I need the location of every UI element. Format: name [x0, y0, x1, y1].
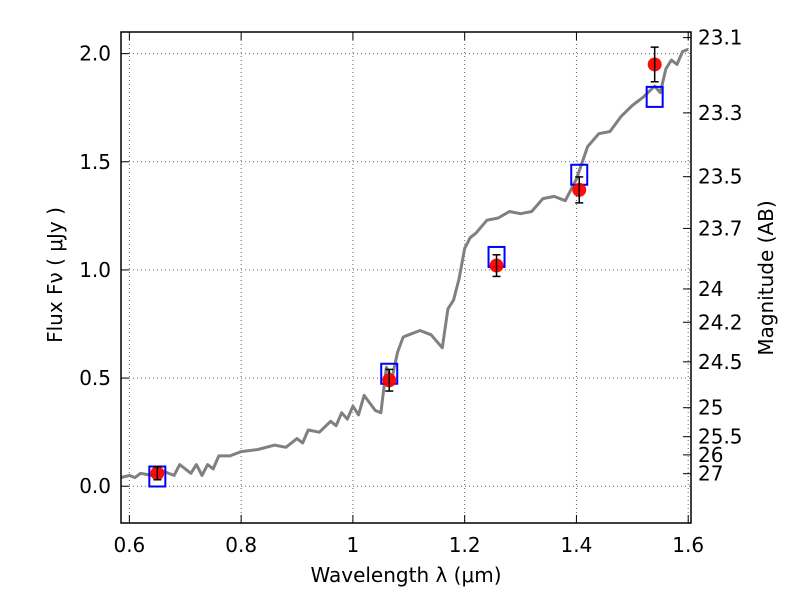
mag-tick-label: 23.3 [698, 101, 743, 125]
x-axis-title: Wavelength λ (μm) [310, 563, 501, 587]
y2-axis-title: Magnitude (AB) [754, 200, 778, 355]
x-tick-label: 1.6 [672, 533, 704, 557]
x-tick-label: 0.8 [225, 533, 257, 557]
y-tick-label: 0.5 [79, 366, 111, 390]
mag-tick-label: 24 [698, 277, 723, 301]
x-tick-label: 1.2 [449, 533, 481, 557]
model-spectrum-line [120, 47, 689, 480]
y-tick-label: 1.5 [79, 150, 111, 174]
y-axis-title: Flux Fν ( μJy ) [43, 207, 67, 343]
x-tick-label: 0.6 [113, 533, 145, 557]
model-photometry-square [645, 85, 664, 108]
data-layer [120, 46, 689, 488]
mag-tick-label: 26 [698, 443, 723, 467]
grid-layer [121, 32, 691, 523]
mag-tick-label: 25 [698, 396, 723, 420]
x-tick-label: 1 [347, 533, 360, 557]
mag-tick-label: 27 [698, 462, 723, 486]
y-tick-label: 0.0 [79, 474, 111, 498]
mag-tick-label: 25.5 [698, 425, 743, 449]
mag-tick-label: 23.5 [698, 165, 743, 189]
plot-frame [120, 31, 692, 524]
x-tick-label: 1.4 [561, 533, 593, 557]
mag-tick-label: 24.5 [698, 350, 743, 374]
y-tick-label: 1.0 [79, 258, 111, 282]
mag-tick-label: 24.2 [698, 310, 743, 334]
mag-tick-label: 23.7 [698, 216, 743, 240]
mag-tick-label: 23.1 [698, 26, 743, 50]
y-tick-label: 2.0 [79, 42, 111, 66]
ticks-layer: 0.6 0.8 1 1.2 1.4 1.6 0.0 0.5 1.0 1.5 2.0 23.1 23.3 2… [79, 26, 742, 557]
